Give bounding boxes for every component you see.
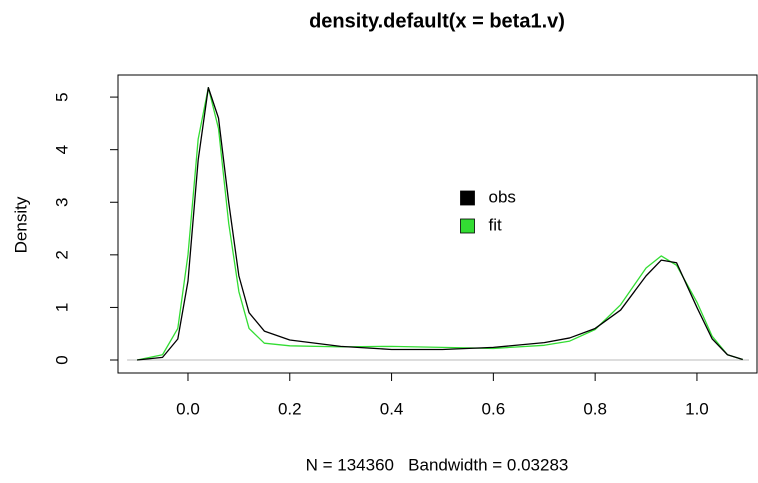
legend-swatch [460,218,475,234]
y-tick-label: 1 [52,303,71,312]
y-tick-label: 0 [52,355,71,364]
y-tick-label: 2 [52,250,71,259]
x-axis-label: N = 134360 Bandwidth = 0.03283 [306,455,569,474]
series-line [137,86,743,361]
y-tick-label: 5 [52,92,71,101]
y-tick-label: 3 [52,198,71,207]
legend-label: obs [489,187,516,206]
x-tick-label: 0.8 [583,399,607,418]
x-tick-label: 0.6 [482,399,506,418]
y-axis-label: Density [11,196,30,253]
x-tick-label: 1.0 [685,399,709,418]
chart-title: density.default(x = beta1.v) [309,10,565,32]
series-line [136,86,743,361]
x-tick-label: 0.4 [380,399,404,418]
legend-label: fit [489,215,503,234]
y-tick-label: 4 [52,145,71,154]
plot-frame [117,74,758,374]
x-tick-label: 0.0 [176,399,200,418]
legend-swatch [460,190,475,206]
x-tick-label: 0.2 [278,399,302,418]
